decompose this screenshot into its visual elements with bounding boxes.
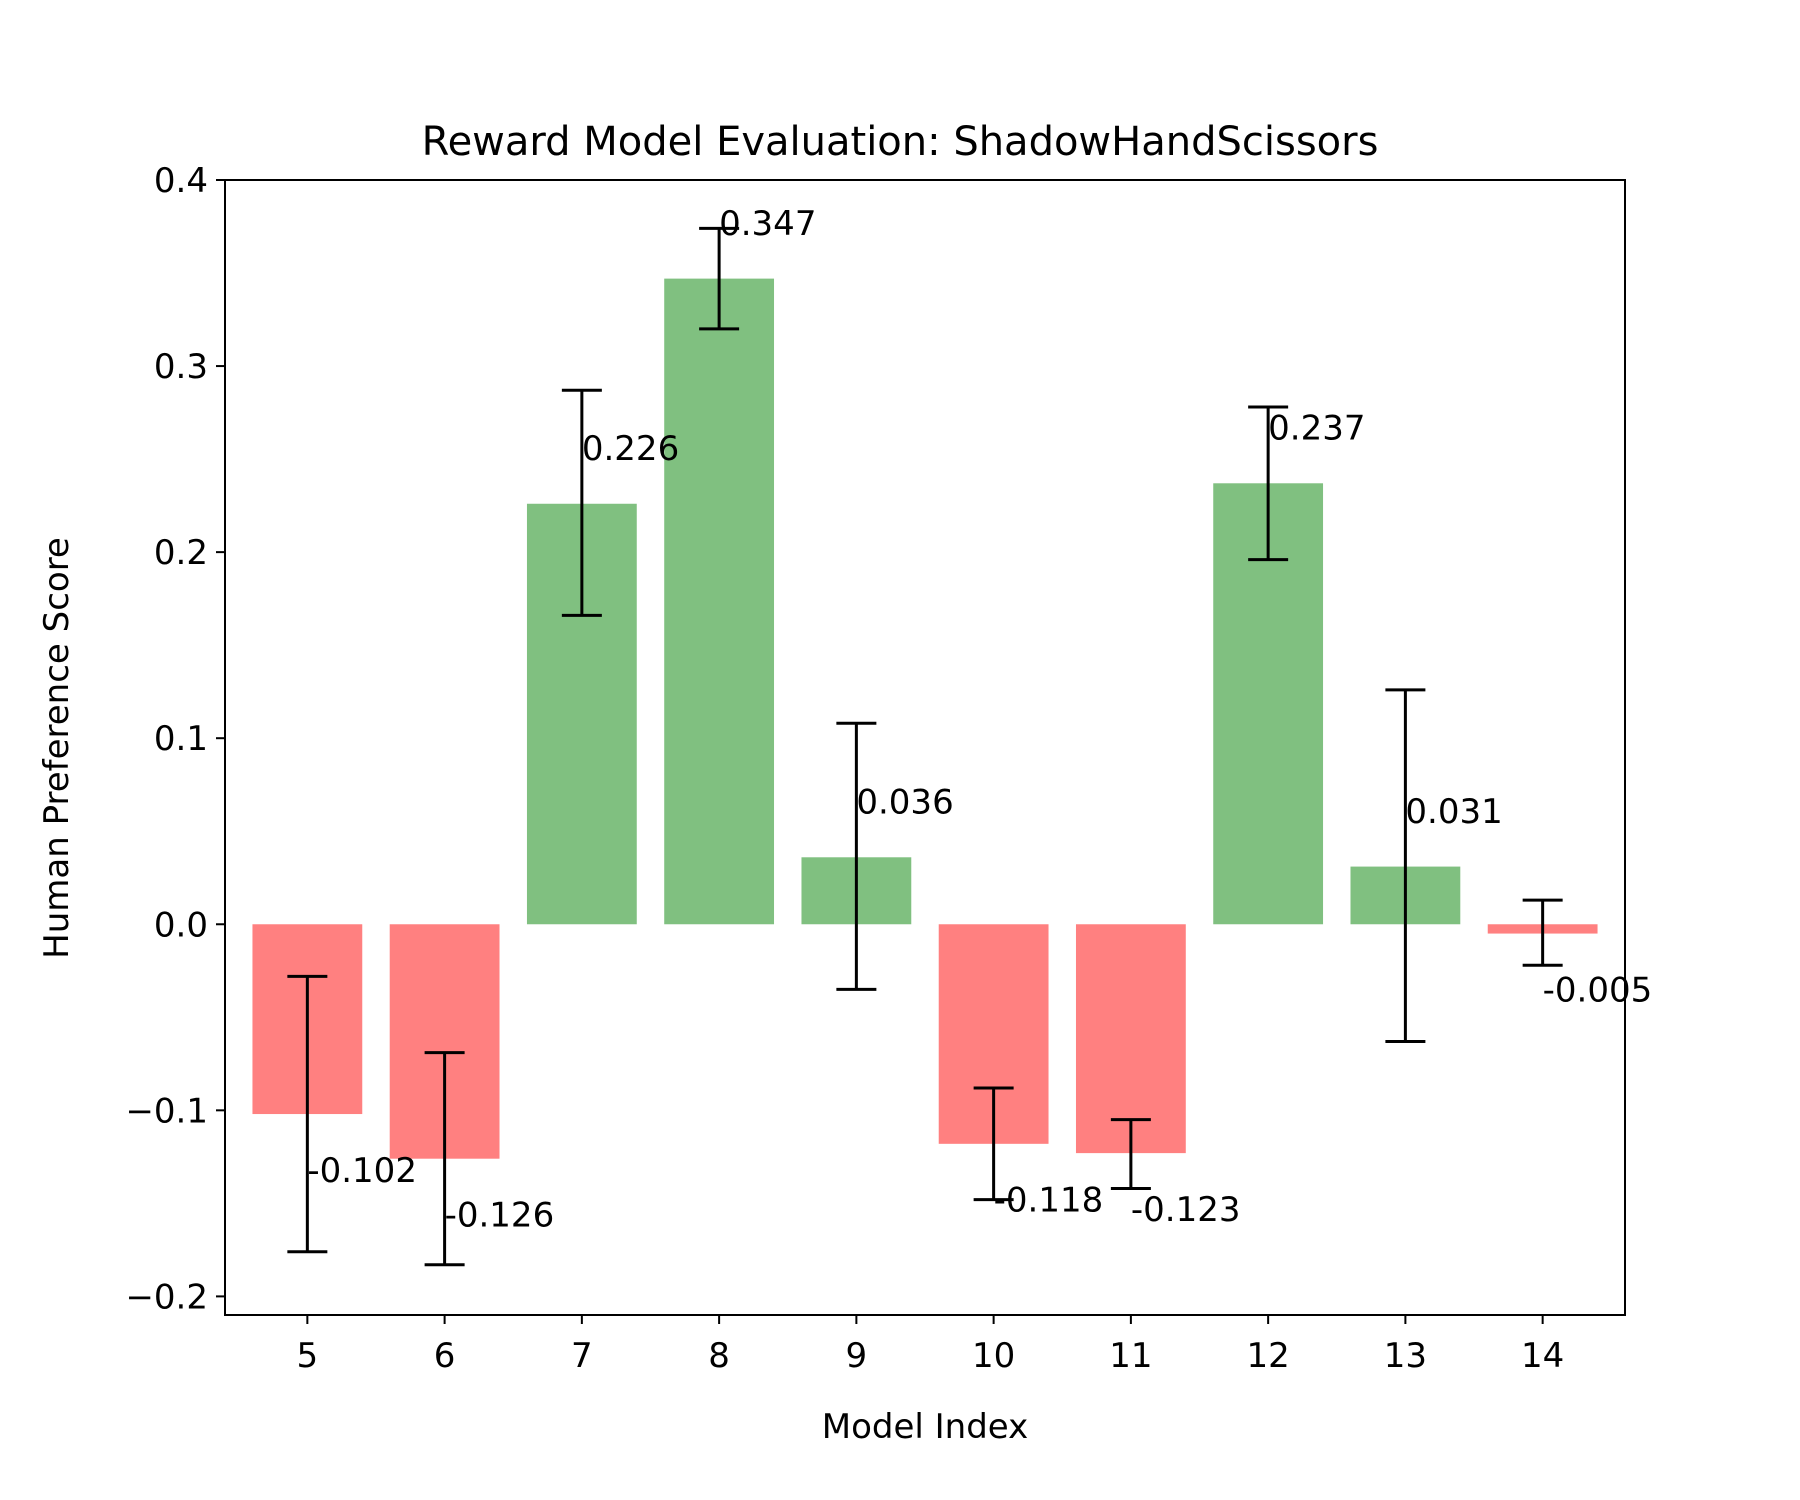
x-tick-label-10: 10 [972, 1336, 1015, 1376]
data-label-12: 0.237 [1268, 408, 1365, 448]
data-label-9: 0.036 [856, 782, 953, 822]
y-axis: −0.2 −0.1 0.0 0.1 0.2 0.3 0.4 [125, 161, 225, 1317]
data-label-13: 0.031 [1405, 792, 1502, 832]
x-tick-label-9: 9 [846, 1336, 868, 1376]
bar-model-11 [1075, 924, 1186, 1154]
y-tick-label-3: 0.1 [154, 719, 208, 759]
x-axis: 5 6 7 8 9 10 11 12 13 14 [297, 1315, 1564, 1376]
x-tick-label-6: 6 [434, 1336, 456, 1376]
bar-model-8 [664, 278, 775, 925]
y-tick-label-6: 0.4 [154, 161, 208, 201]
data-label-7: 0.226 [582, 429, 679, 469]
bars-layer [252, 278, 1598, 1159]
x-axis-label: Model Index [822, 1407, 1029, 1447]
y-tick-label-4: 0.2 [154, 533, 208, 573]
y-tick-label-1: −0.1 [125, 1091, 208, 1131]
data-label-11: -0.123 [1131, 1190, 1241, 1230]
chart-title: Reward Model Evaluation: ShadowHandSciss… [422, 119, 1379, 165]
data-label-8: 0.347 [719, 204, 816, 244]
data-label-14: -0.005 [1543, 970, 1653, 1010]
x-tick-label-14: 14 [1521, 1336, 1564, 1376]
y-tick-label-2: 0.0 [154, 905, 208, 945]
x-tick-label-11: 11 [1109, 1336, 1152, 1376]
data-labels-layer: -0.102 -0.126 0.226 0.347 0.036 -0.118 -0.123 0… [307, 204, 1652, 1236]
data-label-5: -0.102 [307, 1151, 417, 1191]
x-tick-label-12: 12 [1247, 1336, 1290, 1376]
error-bars-layer [287, 226, 1563, 1267]
y-axis-label: Human Preference Score [37, 537, 77, 959]
plot-frame [224, 179, 1626, 1316]
x-tick-label-13: 13 [1384, 1336, 1427, 1376]
x-tick-label-5: 5 [297, 1336, 319, 1376]
x-tick-label-8: 8 [708, 1336, 730, 1376]
y-tick-label-5: 0.3 [154, 347, 208, 387]
data-label-6: -0.126 [445, 1196, 555, 1236]
data-label-10: -0.118 [994, 1181, 1104, 1221]
x-tick-label-7: 7 [571, 1336, 593, 1376]
y-tick-label-0: −0.2 [125, 1277, 208, 1317]
